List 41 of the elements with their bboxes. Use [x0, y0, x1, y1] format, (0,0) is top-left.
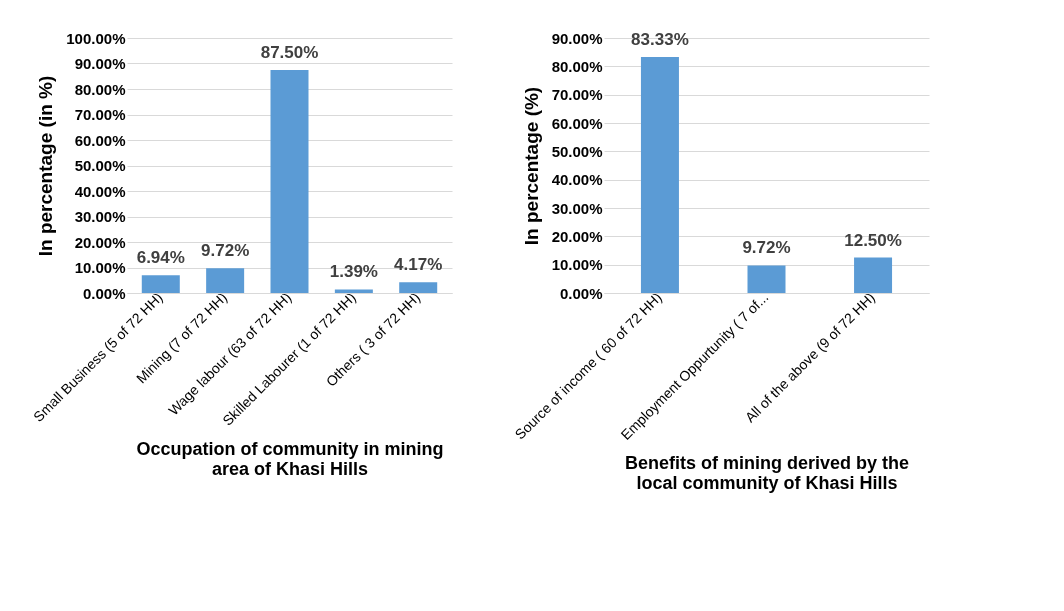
bar	[640, 56, 679, 293]
y-tick-label: 10.00%	[74, 259, 126, 276]
y-tick-label: 100.00%	[66, 29, 126, 47]
bar	[747, 265, 786, 293]
y-tick-label: 50.00%	[551, 142, 603, 160]
y-tick-label: 40.00%	[74, 182, 126, 200]
bar	[141, 275, 180, 293]
data-label: 9.72%	[742, 238, 791, 258]
bar	[399, 282, 438, 293]
y-axis-title: In percentage (%)	[520, 86, 542, 246]
y-tick-label: 90.00%	[74, 55, 126, 72]
y-tick-label: 70.00%	[74, 106, 126, 123]
bar	[854, 257, 893, 293]
data-label: 6.94%	[136, 248, 185, 268]
y-tick-label: 10.00%	[551, 256, 603, 274]
data-label: 4.17%	[394, 255, 443, 275]
y-axis-title: In percentage (in %)	[35, 75, 57, 257]
x-axis-title: Benefits of mining derived by the local community of Khasi Hills	[624, 452, 910, 493]
y-tick-label: 0.00%	[82, 284, 126, 302]
bar	[206, 268, 245, 293]
bar	[334, 289, 373, 293]
y-tick-label: 70.00%	[551, 86, 603, 104]
y-tick-label: 40.00%	[551, 171, 603, 189]
data-label: 83.33%	[631, 29, 689, 49]
y-tick-label: 80.00%	[74, 80, 126, 98]
data-label: 1.39%	[329, 262, 378, 282]
y-tick-label: 20.00%	[551, 227, 603, 245]
y-tick-label: 30.00%	[551, 199, 603, 217]
y-tick-label: 0.00%	[559, 284, 603, 302]
bar	[270, 69, 309, 293]
y-tick-label: 90.00%	[551, 29, 603, 47]
y-tick-label: 60.00%	[551, 114, 603, 132]
data-label: 9.72%	[201, 241, 250, 261]
data-label: 12.50%	[844, 230, 902, 250]
y-tick-label: 30.00%	[74, 208, 126, 225]
data-label: 87.50%	[260, 42, 319, 62]
y-tick-label: 20.00%	[74, 233, 126, 251]
y-tick-label: 50.00%	[74, 157, 126, 174]
x-axis-title: Occupation of community in mining area of Khasi Hills	[136, 438, 444, 479]
y-tick-label: 80.00%	[551, 57, 603, 75]
y-tick-label: 60.00%	[74, 131, 126, 149]
